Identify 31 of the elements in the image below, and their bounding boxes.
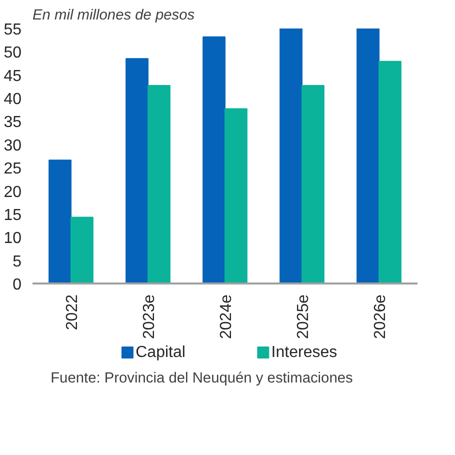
bar (148, 85, 170, 284)
y-tick-label: 30 (4, 137, 22, 154)
y-tick-label: 40 (4, 91, 22, 108)
bar (302, 85, 324, 284)
y-tick-label: 45 (4, 68, 22, 85)
legend-label: Capital (136, 344, 186, 361)
x-tick-label: 2023e (141, 294, 158, 339)
bar (202, 36, 226, 284)
source-note: Fuente: Provincia del Neuquén y estimaciones (50, 370, 353, 386)
bar (378, 60, 402, 284)
bar (48, 160, 72, 284)
y-tick-label: 20 (4, 184, 22, 201)
bar (224, 108, 248, 284)
x-tick-label: 2024e (218, 294, 235, 339)
x-tick-label: 2026e (372, 294, 389, 339)
y-tick-label: 15 (4, 206, 22, 224)
x-tick-label: 2022 (64, 294, 81, 330)
legend-label: Intereses (271, 344, 338, 361)
y-tick-label: 25 (4, 160, 22, 178)
y-tick-label: 0 (12, 276, 22, 294)
y-tick-label: 55 (4, 22, 22, 38)
y-tick-label: 10 (4, 230, 22, 248)
chart-subtitle: En mil millones de pesos (32, 8, 196, 24)
bar (280, 28, 302, 284)
y-tick-label: 5 (12, 253, 22, 270)
bar (126, 58, 148, 284)
x-tick-label: 2025e (295, 294, 312, 339)
bar (356, 28, 380, 284)
y-tick-label: 50 (4, 44, 22, 62)
bar (70, 216, 94, 284)
y-tick-label: 35 (4, 114, 22, 132)
